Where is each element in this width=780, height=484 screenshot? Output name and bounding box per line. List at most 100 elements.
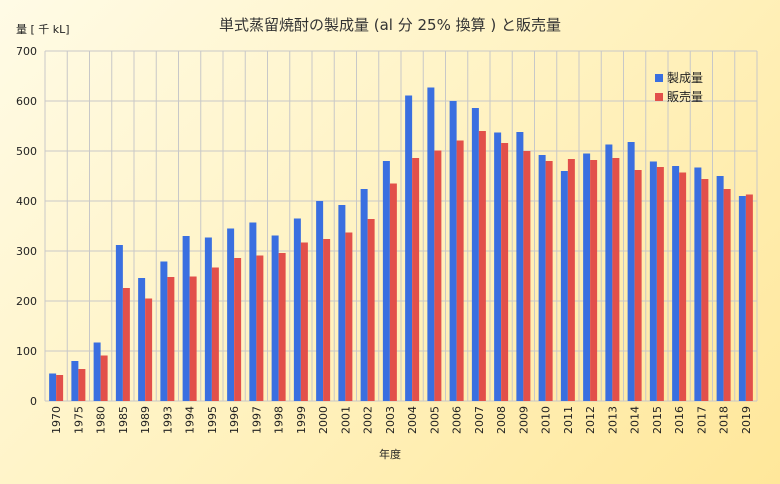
bar-2007-series-0 xyxy=(471,108,479,401)
bar-2015-series-1 xyxy=(656,167,664,401)
y-tick-label: 500 xyxy=(16,145,37,158)
bar-1980-series-0 xyxy=(93,342,101,401)
bar-1989-series-0 xyxy=(138,278,146,401)
bar-2010-series-1 xyxy=(545,161,553,401)
bar-2015-series-0 xyxy=(649,161,657,401)
x-tick-label: 1994 xyxy=(184,406,197,434)
x-tick-label: 2011 xyxy=(562,406,575,434)
legend-swatch-sales xyxy=(655,93,663,101)
x-tick-label: 1998 xyxy=(273,406,286,434)
bar-2009-series-1 xyxy=(523,151,531,401)
bar-2003-series-0 xyxy=(382,161,390,401)
bar-2002-series-0 xyxy=(360,189,368,401)
bar-2012-series-1 xyxy=(590,160,598,401)
bar-2005-series-0 xyxy=(427,87,435,401)
x-tick-label: 2017 xyxy=(695,406,708,434)
x-tick-label: 2003 xyxy=(384,406,397,434)
y-tick-label: 400 xyxy=(16,195,37,208)
x-tick-label: 1995 xyxy=(206,406,219,434)
x-tick-label: 2002 xyxy=(362,406,375,434)
bar-2007-series-1 xyxy=(478,131,486,401)
bar-2000-series-0 xyxy=(316,201,324,401)
x-tick-label: 2010 xyxy=(540,406,553,434)
bar-2012-series-0 xyxy=(583,153,591,401)
x-tick-label: 2007 xyxy=(473,406,486,434)
bar-2005-series-1 xyxy=(434,150,442,401)
bar-1995-series-0 xyxy=(204,237,212,401)
bar-2006-series-0 xyxy=(449,101,457,401)
bar-2008-series-0 xyxy=(494,132,502,401)
legend-label-production: 製成量 xyxy=(667,71,703,85)
bar-1970-series-1 xyxy=(56,375,64,401)
x-tick-label: 1980 xyxy=(95,406,108,434)
chart-title: 単式蒸留焼酎の製成量 (al 分 25% 換算 ) と販売量 xyxy=(219,16,561,34)
bar-2018-series-1 xyxy=(723,189,731,401)
bar-2014-series-1 xyxy=(634,170,642,401)
x-tick-label: 2014 xyxy=(629,406,642,434)
bar-2009-series-0 xyxy=(516,132,524,401)
y-tick-label: 100 xyxy=(16,345,37,358)
y-tick-label: 200 xyxy=(16,295,37,308)
bar-1993-series-0 xyxy=(160,261,168,401)
bar-1998-series-0 xyxy=(271,235,279,401)
bar-2011-series-0 xyxy=(560,171,568,401)
x-tick-label: 2008 xyxy=(495,406,508,434)
x-tick-label: 1996 xyxy=(228,406,241,434)
bar-2017-series-1 xyxy=(701,179,709,401)
bar-2016-series-1 xyxy=(679,172,687,401)
x-tick-label: 2000 xyxy=(317,406,330,434)
bar-2018-series-0 xyxy=(716,176,724,401)
bar-1994-series-1 xyxy=(189,276,197,401)
legend: 製成量 販売量 xyxy=(655,71,703,104)
bar-1970-series-0 xyxy=(49,373,57,401)
y-tick-label: 0 xyxy=(30,395,37,408)
bar-1994-series-0 xyxy=(182,236,190,401)
bar-1997-series-0 xyxy=(249,222,257,401)
x-tick-label: 2013 xyxy=(606,406,619,434)
bar-1997-series-1 xyxy=(256,255,264,401)
bar-2014-series-0 xyxy=(627,142,635,401)
x-axis-label: 年度 xyxy=(379,447,401,461)
x-tick-label: 1997 xyxy=(250,406,263,434)
x-tick-label: 2001 xyxy=(339,406,352,434)
x-tick-label: 2009 xyxy=(517,406,530,434)
tick-labels: 0 100 200 300 400 500 600 700 1970 1975 1980 1985 19… xyxy=(16,45,753,434)
y-tick-label: 600 xyxy=(16,95,37,108)
bar-2008-series-1 xyxy=(501,143,509,401)
bar-2010-series-0 xyxy=(538,155,546,401)
x-tick-label: 1985 xyxy=(117,406,130,434)
bar-1999-series-0 xyxy=(293,218,301,401)
bar-1975-series-0 xyxy=(71,361,79,401)
bar-2019-series-0 xyxy=(738,196,746,401)
legend-label-sales: 販売量 xyxy=(667,89,703,104)
x-tick-label: 2018 xyxy=(718,406,731,434)
x-tick-label: 1999 xyxy=(295,406,308,434)
bar-2004-series-1 xyxy=(412,158,420,401)
bar-2000-series-1 xyxy=(323,239,331,401)
bar-1999-series-1 xyxy=(300,242,308,401)
bar-2001-series-1 xyxy=(345,232,353,401)
x-tick-label: 2015 xyxy=(651,406,664,434)
bar-2013-series-1 xyxy=(612,158,620,401)
bar-2019-series-1 xyxy=(745,194,753,401)
x-tick-label: 2006 xyxy=(451,406,464,434)
bar-2002-series-1 xyxy=(367,219,375,401)
y-tick-label: 300 xyxy=(16,245,37,258)
bar-1995-series-1 xyxy=(211,267,219,401)
x-tick-label: 1975 xyxy=(72,406,85,434)
x-tick-label: 2004 xyxy=(406,406,419,434)
bar-2016-series-0 xyxy=(672,166,680,401)
bar-1985-series-0 xyxy=(115,245,123,401)
bar-2004-series-0 xyxy=(405,95,413,401)
bar-1998-series-1 xyxy=(278,253,286,401)
x-tick-label: 2019 xyxy=(740,406,753,434)
x-tick-label: 1970 xyxy=(50,406,63,434)
x-tick-label: 2016 xyxy=(673,406,686,434)
x-tick-label: 2012 xyxy=(584,406,597,434)
bar-2006-series-1 xyxy=(456,140,464,401)
bar-2001-series-0 xyxy=(338,205,346,401)
bar-1975-series-1 xyxy=(78,369,86,401)
bar-2003-series-1 xyxy=(389,183,397,401)
